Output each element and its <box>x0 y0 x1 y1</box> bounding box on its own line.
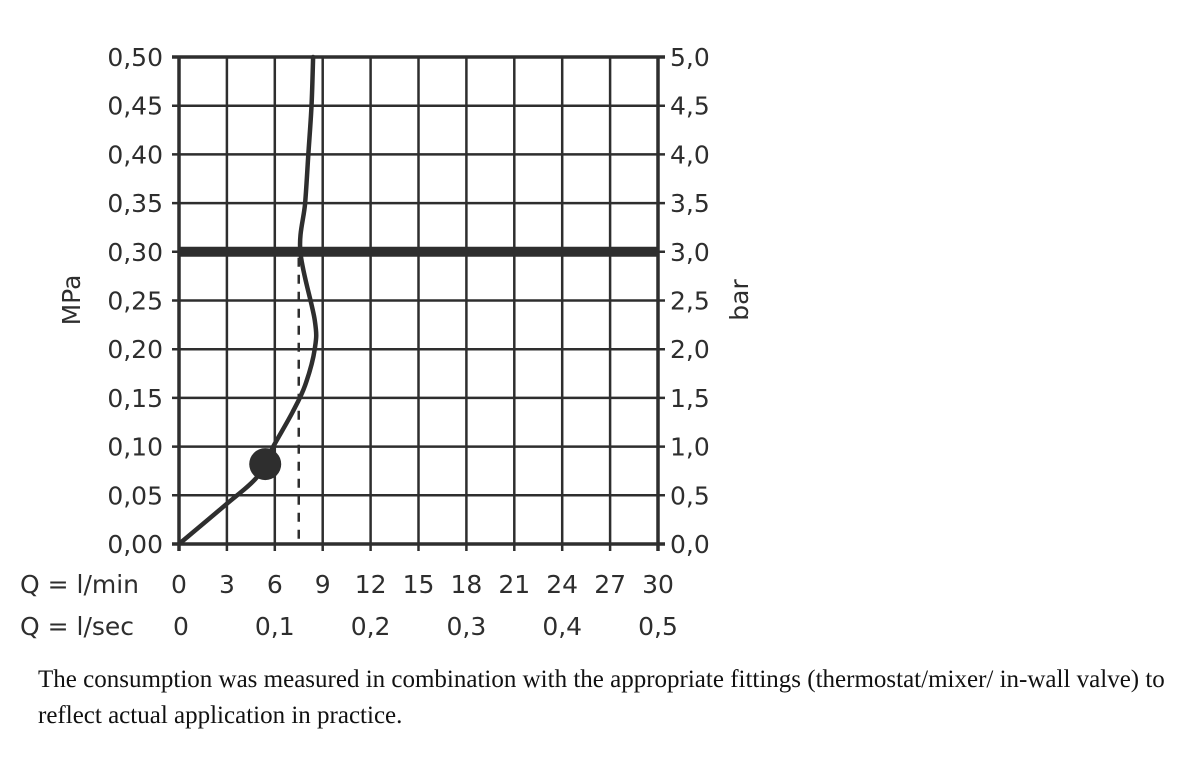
chart-grid <box>172 55 665 551</box>
x-tick-lmin: 18 <box>450 570 482 599</box>
x-tick-lmin: 15 <box>403 570 435 599</box>
y-tick-right: 4,5 <box>670 92 710 121</box>
y-tick-right: 3,5 <box>670 189 710 218</box>
y-tick-right: 1,5 <box>670 384 710 413</box>
y-tick-right: 1,0 <box>670 433 710 462</box>
x-tick-lmin: 24 <box>546 570 578 599</box>
y-tick-right: 2,0 <box>670 335 710 364</box>
y-tick-left: 0,45 <box>107 92 163 121</box>
x-tick-lmin: 30 <box>642 570 674 599</box>
y-tick-left: 0,35 <box>107 189 163 218</box>
y-axis-left-mpa: 0,00 0,05 0,10 0,15 0,20 0,25 0,30 0,35 0,40 0,45… <box>107 43 163 559</box>
x-tick-lmin: 12 <box>355 570 387 599</box>
operating-point-marker <box>249 448 282 481</box>
x-axis-label-lsec: Q = l/sec <box>20 612 134 641</box>
y-tick-right: 3,0 <box>670 238 710 267</box>
y-tick-left: 0,40 <box>107 140 163 169</box>
y-axis-right-bar: 0,0 0,5 1,0 1,5 2,0 2,5 3,0 3,5 4,0 4,5 5,0 <box>670 43 710 559</box>
x-tick-lmin: 3 <box>219 570 235 599</box>
y-tick-right: 0,5 <box>670 481 710 510</box>
x-tick-lsec: 0 <box>173 612 189 641</box>
x-tick-lsec: 0,4 <box>542 612 582 641</box>
x-tick-lmin: 21 <box>498 570 530 599</box>
y-tick-left: 0,00 <box>107 530 163 559</box>
x-tick-lmin: 9 <box>315 570 331 599</box>
x-tick-lmin: 6 <box>267 570 283 599</box>
y-tick-left: 0,20 <box>107 335 163 364</box>
x-tick-lsec: 0,5 <box>638 612 678 641</box>
x-tick-lsec: 0,1 <box>255 612 295 641</box>
bar-axis-label: bar <box>725 279 754 321</box>
y-tick-left: 0,25 <box>107 287 163 316</box>
x-tick-lmin: 0 <box>171 570 187 599</box>
chart-caption: The consumption was measured in combinat… <box>38 666 1165 729</box>
y-tick-left: 0,15 <box>107 384 163 413</box>
y-tick-right: 2,5 <box>670 287 710 316</box>
x-axis-label-lmin: Q = l/min <box>20 570 139 599</box>
y-tick-left: 0,05 <box>107 481 163 510</box>
y-tick-left: 0,30 <box>107 238 163 267</box>
y-tick-left: 0,10 <box>107 433 163 462</box>
x-tick-lmin: 27 <box>594 570 626 599</box>
x-tick-lsec: 0,3 <box>447 612 487 641</box>
mpa-axis-label: MPa <box>57 275 86 326</box>
flow-pressure-chart: 0,000,050,100,150,200,250,300,350,400,45… <box>20 43 754 641</box>
y-tick-right: 0,0 <box>670 530 710 559</box>
y-tick-right: 5,0 <box>670 43 710 72</box>
y-tick-right: 4,0 <box>670 140 710 169</box>
y-tick-left: 0,50 <box>107 43 163 72</box>
x-tick-lsec: 0,2 <box>351 612 391 641</box>
x-axis-ticks: 0 3 6 9 12 15 18 21 24 27 30 0 0,1 0,2 0,3 0,4 0,5 <box>171 570 678 641</box>
